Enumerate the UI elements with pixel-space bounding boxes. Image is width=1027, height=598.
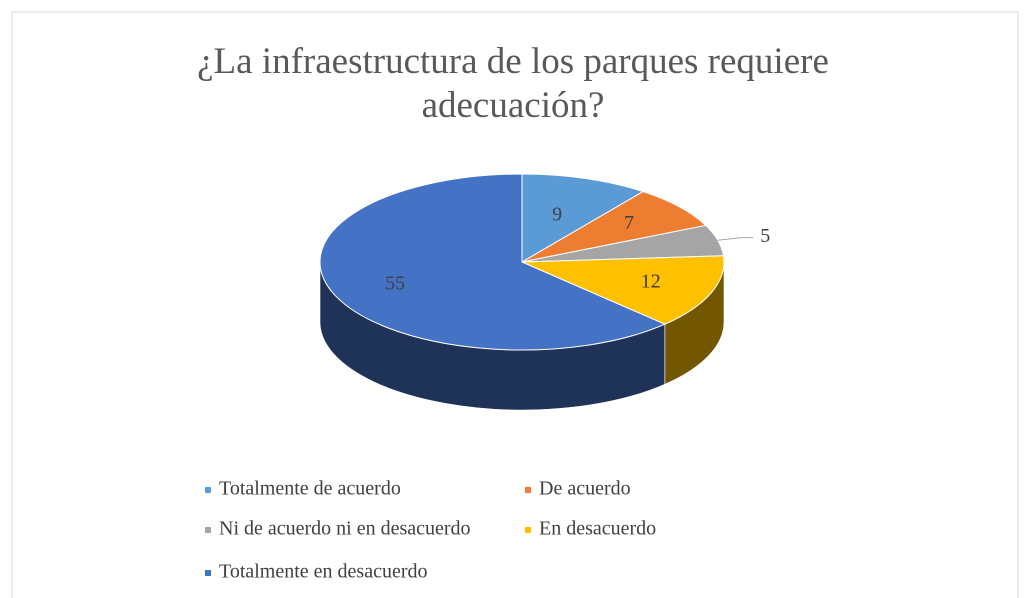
slice xyxy=(521,255,725,325)
data-label: 55 xyxy=(385,272,405,294)
legend-label: En desacuerdo xyxy=(539,518,656,540)
legend-label: Totalmente en desacuerdo xyxy=(219,561,428,583)
slice xyxy=(319,173,667,351)
data-label: 5 xyxy=(760,225,770,247)
legend-marker xyxy=(205,487,211,493)
legend-marker xyxy=(525,487,531,493)
slice xyxy=(521,191,707,263)
legend-label: Totalmente de acuerdo xyxy=(219,478,401,500)
legend-label: De acuerdo xyxy=(539,478,631,500)
data-label: 9 xyxy=(552,204,562,226)
leader-line xyxy=(717,237,754,241)
data-label: 12 xyxy=(641,271,661,293)
legend-marker xyxy=(205,570,211,576)
legend-label: Ni de acuerdo ni en desacuerdo xyxy=(219,518,471,540)
chart-title: ¿La infraestructura de los parques requi… xyxy=(197,41,829,126)
data-label: 7 xyxy=(624,212,634,234)
legend-marker xyxy=(205,527,211,533)
legend-marker xyxy=(525,527,531,533)
slice xyxy=(521,173,645,263)
